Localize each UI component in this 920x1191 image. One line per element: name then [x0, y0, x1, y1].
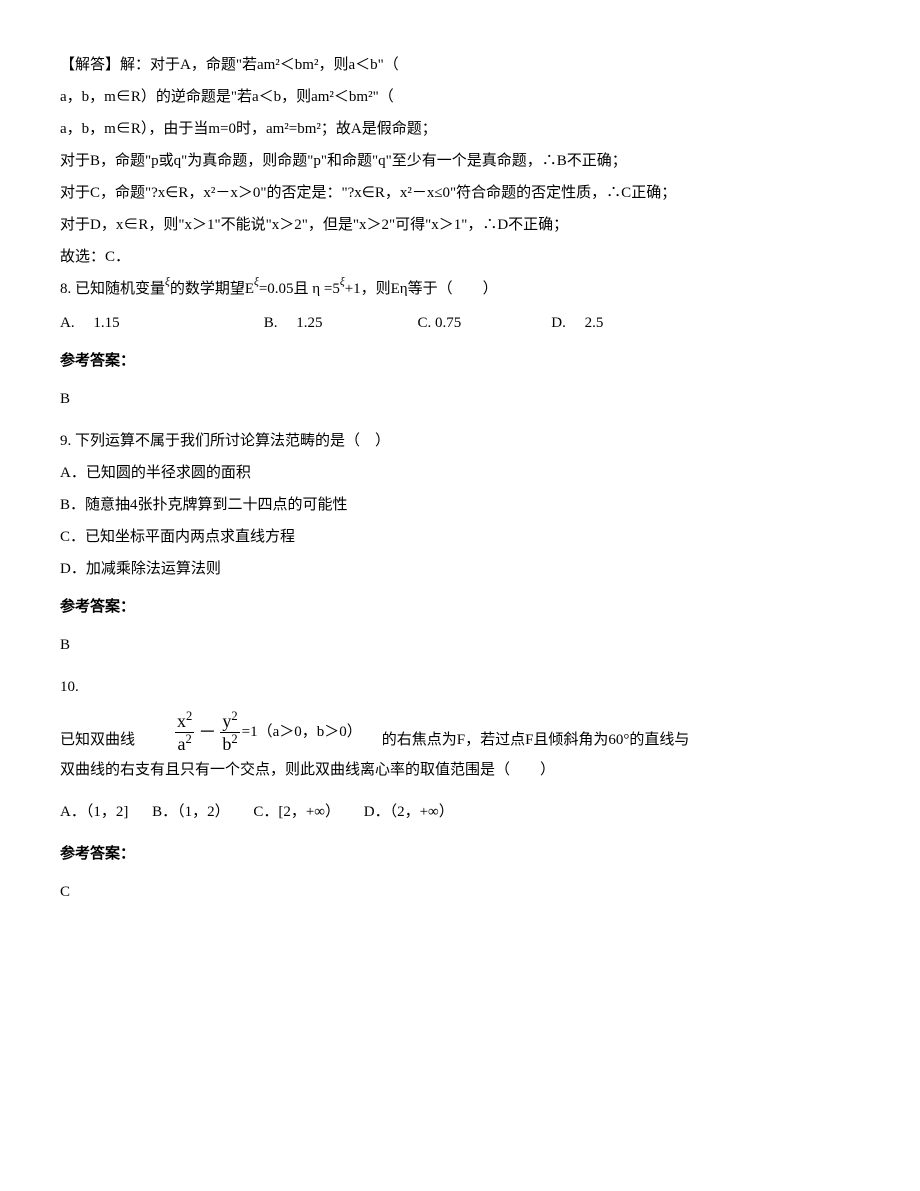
q8-stem-part2: 的数学期望E — [170, 281, 254, 297]
solution-line-1: 【解答】解：对于A，命题"若am²＜bm²，则a＜b"（ — [60, 50, 860, 80]
q10-answer-label: 参考答案： — [60, 839, 860, 869]
q10-option-b: B．（1，2） — [152, 797, 230, 827]
q10-suffix1: 的右焦点为F，若过点F且倾斜角为60°的直线与 — [382, 725, 690, 755]
frac-num: x — [177, 711, 186, 731]
frac-den: a — [178, 734, 186, 754]
q9-option-a: A．已知圆的半径求圆的面积 — [60, 458, 860, 488]
frac-num-exp: 2 — [231, 709, 237, 723]
eq-condition: =1（a＞0，b＞0） — [242, 717, 362, 747]
solution-line-5: 对于C，命题"?x∈R，x²－x＞0"的否定是："?x∈R，x²－x≤0"符合命… — [60, 178, 860, 208]
q10-equation-line: 已知双曲线 x2 a2 － y2 b2 =1（a＞0，b＞0） 的右焦点为F，若… — [60, 710, 860, 755]
q8-answer-label: 参考答案： — [60, 346, 860, 376]
q8-option-a: A. 1.15 — [60, 308, 260, 338]
frac-x2-a2: x2 a2 — [175, 710, 194, 755]
solution-line-3: a，b，m∈R），由于当m=0时，am²=bm²；故A是假命题； — [60, 114, 860, 144]
q10-options: A．（1，2] B．（1，2） C．[2，+∞） D．（2，+∞） — [60, 797, 860, 827]
q9-stem: 9. 下列运算不属于我们所讨论算法范畴的是（ ） — [60, 426, 860, 456]
xi-symbol: ξ — [340, 276, 345, 288]
frac-num: y — [222, 711, 231, 731]
q10-line2: 双曲线的右支有且只有一个交点，则此双曲线离心率的取值范围是（ ） — [60, 755, 860, 785]
q9-answer: B — [60, 630, 860, 660]
q8-answer: B — [60, 384, 860, 414]
q10-prefix: 已知双曲线 — [60, 725, 135, 755]
q8-option-b: B. 1.25 — [264, 308, 414, 338]
frac-y2-b2: y2 b2 — [220, 710, 239, 755]
q8-stem-part1: 8. 已知随机变量 — [60, 281, 165, 297]
solution-line-2: a，b，m∈R）的逆命题是"若a＜b，则am²＜bm²"（ — [60, 82, 860, 112]
hyperbola-equation: x2 a2 － y2 b2 =1（a＞0，b＞0） — [175, 710, 362, 755]
frac-den: b — [222, 734, 231, 754]
frac-num-exp: 2 — [186, 709, 192, 723]
q9-option-d: D．加减乘除法运算法则 — [60, 554, 860, 584]
q8-stem: 8. 已知随机变量ξ的数学期望Eξ=0.05且 η =5ξ+1，则Eη等于（ ） — [60, 274, 860, 304]
q9-answer-label: 参考答案： — [60, 592, 860, 622]
frac-den-exp: 2 — [186, 732, 192, 746]
q8-options: A. 1.15 B. 1.25 C. 0.75 D. 2.5 — [60, 308, 860, 338]
q8-option-c: C. 0.75 — [418, 308, 548, 338]
q9-option-c: C．已知坐标平面内两点求直线方程 — [60, 522, 860, 552]
q10-answer: C — [60, 877, 860, 907]
solution-line-7: 故选：C． — [60, 242, 860, 272]
q8-option-d: D. 2.5 — [551, 308, 603, 338]
q8-stem-part3: =0.05且 η =5 — [259, 281, 340, 297]
q8-stem-part4: +1，则Eη等于（ ） — [345, 281, 498, 297]
xi-symbol: ξ — [254, 276, 259, 288]
minus-sign: － — [198, 714, 216, 750]
q9-option-b: B．随意抽4张扑克牌算到二十四点的可能性 — [60, 490, 860, 520]
frac-den-exp: 2 — [231, 732, 237, 746]
q10-num: 10. — [60, 672, 860, 702]
solution-line-4: 对于B，命题"p或q"为真命题，则命题"p"和命题"q"至少有一个是真命题，∴B… — [60, 146, 860, 176]
q10-option-c: C．[2，+∞） — [253, 797, 340, 827]
q10-option-d: D．（2，+∞） — [364, 797, 454, 827]
q10-option-a: A．（1，2] — [60, 797, 128, 827]
solution-line-6: 对于D，x∈R，则"x＞1"不能说"x＞2"，但是"x＞2"可得"x＞1"，∴D… — [60, 210, 860, 240]
xi-symbol: ξ — [165, 276, 170, 288]
